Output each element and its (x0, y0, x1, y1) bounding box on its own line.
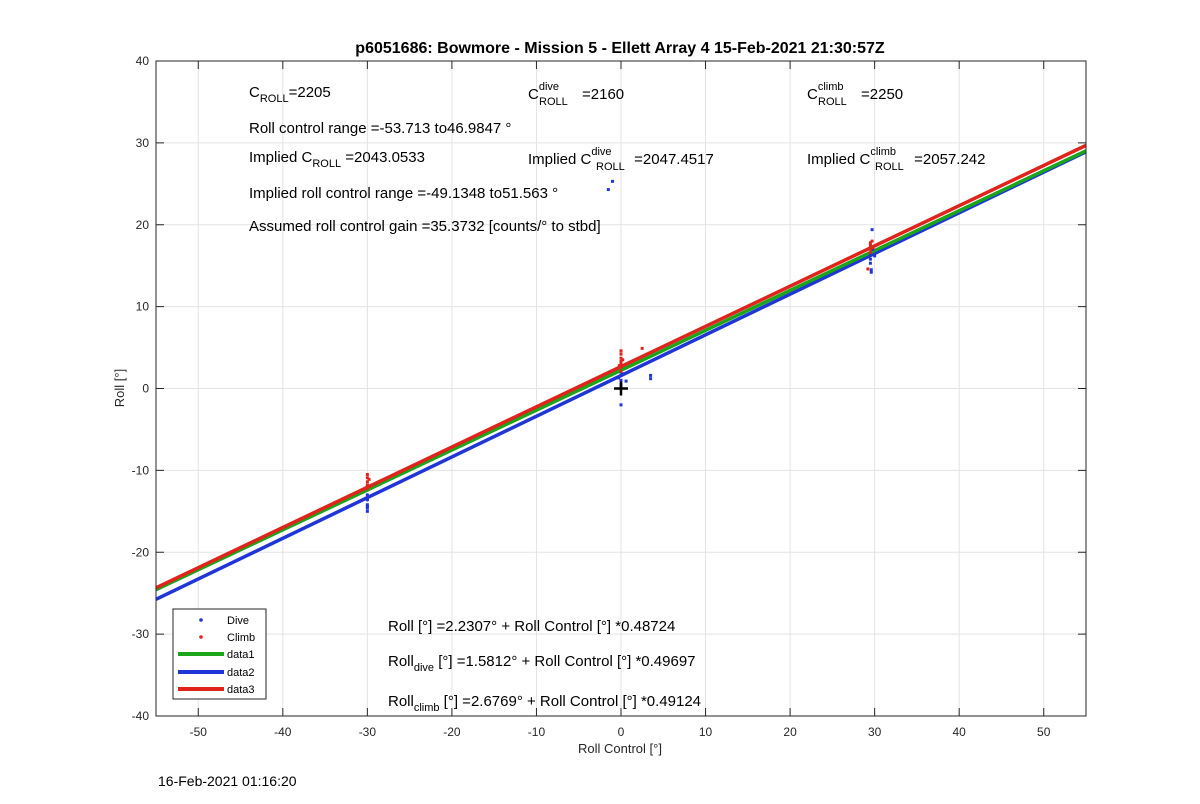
x-tick-label: 30 (868, 725, 882, 739)
point-dive (624, 379, 628, 383)
x-tick-label: 20 (783, 725, 797, 739)
point-dive (365, 506, 369, 510)
point-dive (873, 254, 877, 258)
point-dive (619, 378, 623, 382)
legend-dive-label: Dive (227, 615, 249, 627)
point-climb (868, 241, 872, 245)
implied-c-roll-dive: Implied Cdive ROLL =2047.4517 (528, 146, 714, 173)
x-tick-label: -10 (528, 725, 546, 739)
legend: Dive Climb data1 data2 data3 (172, 608, 267, 700)
fit-dive-equation: Rolldive [°] =1.5812° + Roll Control [°]… (388, 653, 696, 674)
legend-data3-label: data3 (227, 684, 255, 696)
point-climb (868, 251, 872, 255)
point-dive (365, 498, 369, 502)
point-dive (869, 270, 873, 274)
point-dive (870, 228, 874, 232)
point-climb (619, 359, 623, 363)
point-climb (367, 477, 371, 481)
point-climb (617, 364, 621, 368)
y-tick-label: -40 (132, 709, 150, 723)
point-dive (606, 188, 610, 192)
c-roll-annotation: CROLL=2205 (249, 84, 331, 105)
y-tick-label: 10 (136, 300, 150, 314)
x-tick-label: -30 (359, 725, 377, 739)
point-dive (649, 373, 653, 377)
point-dive (871, 247, 875, 251)
x-tick-label: -20 (443, 725, 461, 739)
x-tick-label: 10 (699, 725, 713, 739)
y-tick-label: 30 (136, 136, 150, 150)
implied-roll-range: Implied roll control range =-49.1348 to5… (249, 185, 558, 202)
c-roll-dive-annotation: Cdive ROLL =2160 (528, 81, 624, 108)
y-tick-label: 20 (136, 218, 150, 232)
x-tick-label: 50 (1037, 725, 1051, 739)
implied-c-roll-climb: Implied Cclimb ROLL =2057.242 (807, 146, 986, 173)
x-axis-label: Roll Control [°] (578, 741, 662, 756)
point-climb (868, 243, 872, 247)
point-climb (619, 362, 623, 366)
point-dive (365, 509, 369, 513)
point-dive (649, 377, 653, 381)
point-dive (869, 268, 873, 272)
point-dive (365, 503, 369, 507)
y-tick-label: -20 (132, 545, 150, 559)
x-tick-label: -50 (190, 725, 208, 739)
footer-timestamp: 16-Feb-2021 01:16:20 (158, 773, 297, 789)
legend-climb-marker (199, 635, 203, 639)
series-layer (155, 143, 1087, 601)
point-climb (365, 476, 369, 480)
x-tick-label: -40 (274, 725, 292, 739)
y-tick-label: 40 (136, 54, 150, 68)
roll-control-range: Roll control range =-53.713 to46.9847 ° (249, 120, 511, 137)
x-tick-label: 0 (618, 725, 625, 739)
y-tick-label: 0 (142, 382, 149, 396)
legend-data1-label: data1 (227, 649, 255, 661)
y-axis-label: Roll [°] (112, 369, 127, 407)
point-dive (619, 373, 623, 377)
point-dive (619, 403, 623, 407)
point-climb (870, 239, 874, 243)
point-dive (365, 493, 369, 497)
point-climb (866, 267, 870, 271)
point-dive (622, 372, 626, 376)
point-dive (365, 504, 369, 508)
point-climb (619, 369, 623, 373)
point-climb (365, 472, 369, 476)
fit-all-equation: Roll [°] =2.2307° + Roll Control [°] *0.… (388, 618, 675, 635)
chart-title: p6051686: Bowmore - Mission 5 - Ellett A… (355, 40, 885, 57)
point-dive (868, 261, 872, 265)
point-climb (365, 486, 369, 490)
implied-c-roll: Implied CROLL =2043.0533 (249, 149, 425, 170)
point-dive (611, 179, 615, 183)
point-climb (365, 483, 369, 487)
x-tick-label: 40 (953, 725, 967, 739)
fit-climb-equation: Rollclimb [°] =2.6769° + Roll Control [°… (388, 693, 701, 714)
point-dive (868, 257, 872, 261)
roll-control-gain: Assumed roll control gain =35.3732 [coun… (249, 218, 601, 235)
point-climb (365, 480, 369, 484)
y-tick-label: -10 (132, 463, 150, 477)
point-climb (871, 246, 875, 250)
point-climb (640, 346, 644, 350)
legend-data2-label: data2 (227, 667, 255, 679)
legend-dive-marker (199, 618, 203, 622)
point-climb (619, 356, 623, 360)
point-dive (365, 496, 369, 500)
point-dive (616, 376, 620, 380)
point-climb (868, 247, 872, 251)
point-climb (619, 365, 623, 369)
legend-climb-label: Climb (227, 632, 255, 644)
point-climb (621, 358, 625, 362)
c-roll-climb-annotation: Cclimb ROLL =2250 (807, 81, 903, 108)
point-climb (619, 352, 623, 356)
y-tick-label: -30 (132, 627, 150, 641)
axis-ticks: -50 -40 -30 -20 -10 0 10 20 30 40 50 -40 -30 -20 -10 0 1… (132, 54, 1086, 739)
point-climb (619, 349, 623, 353)
